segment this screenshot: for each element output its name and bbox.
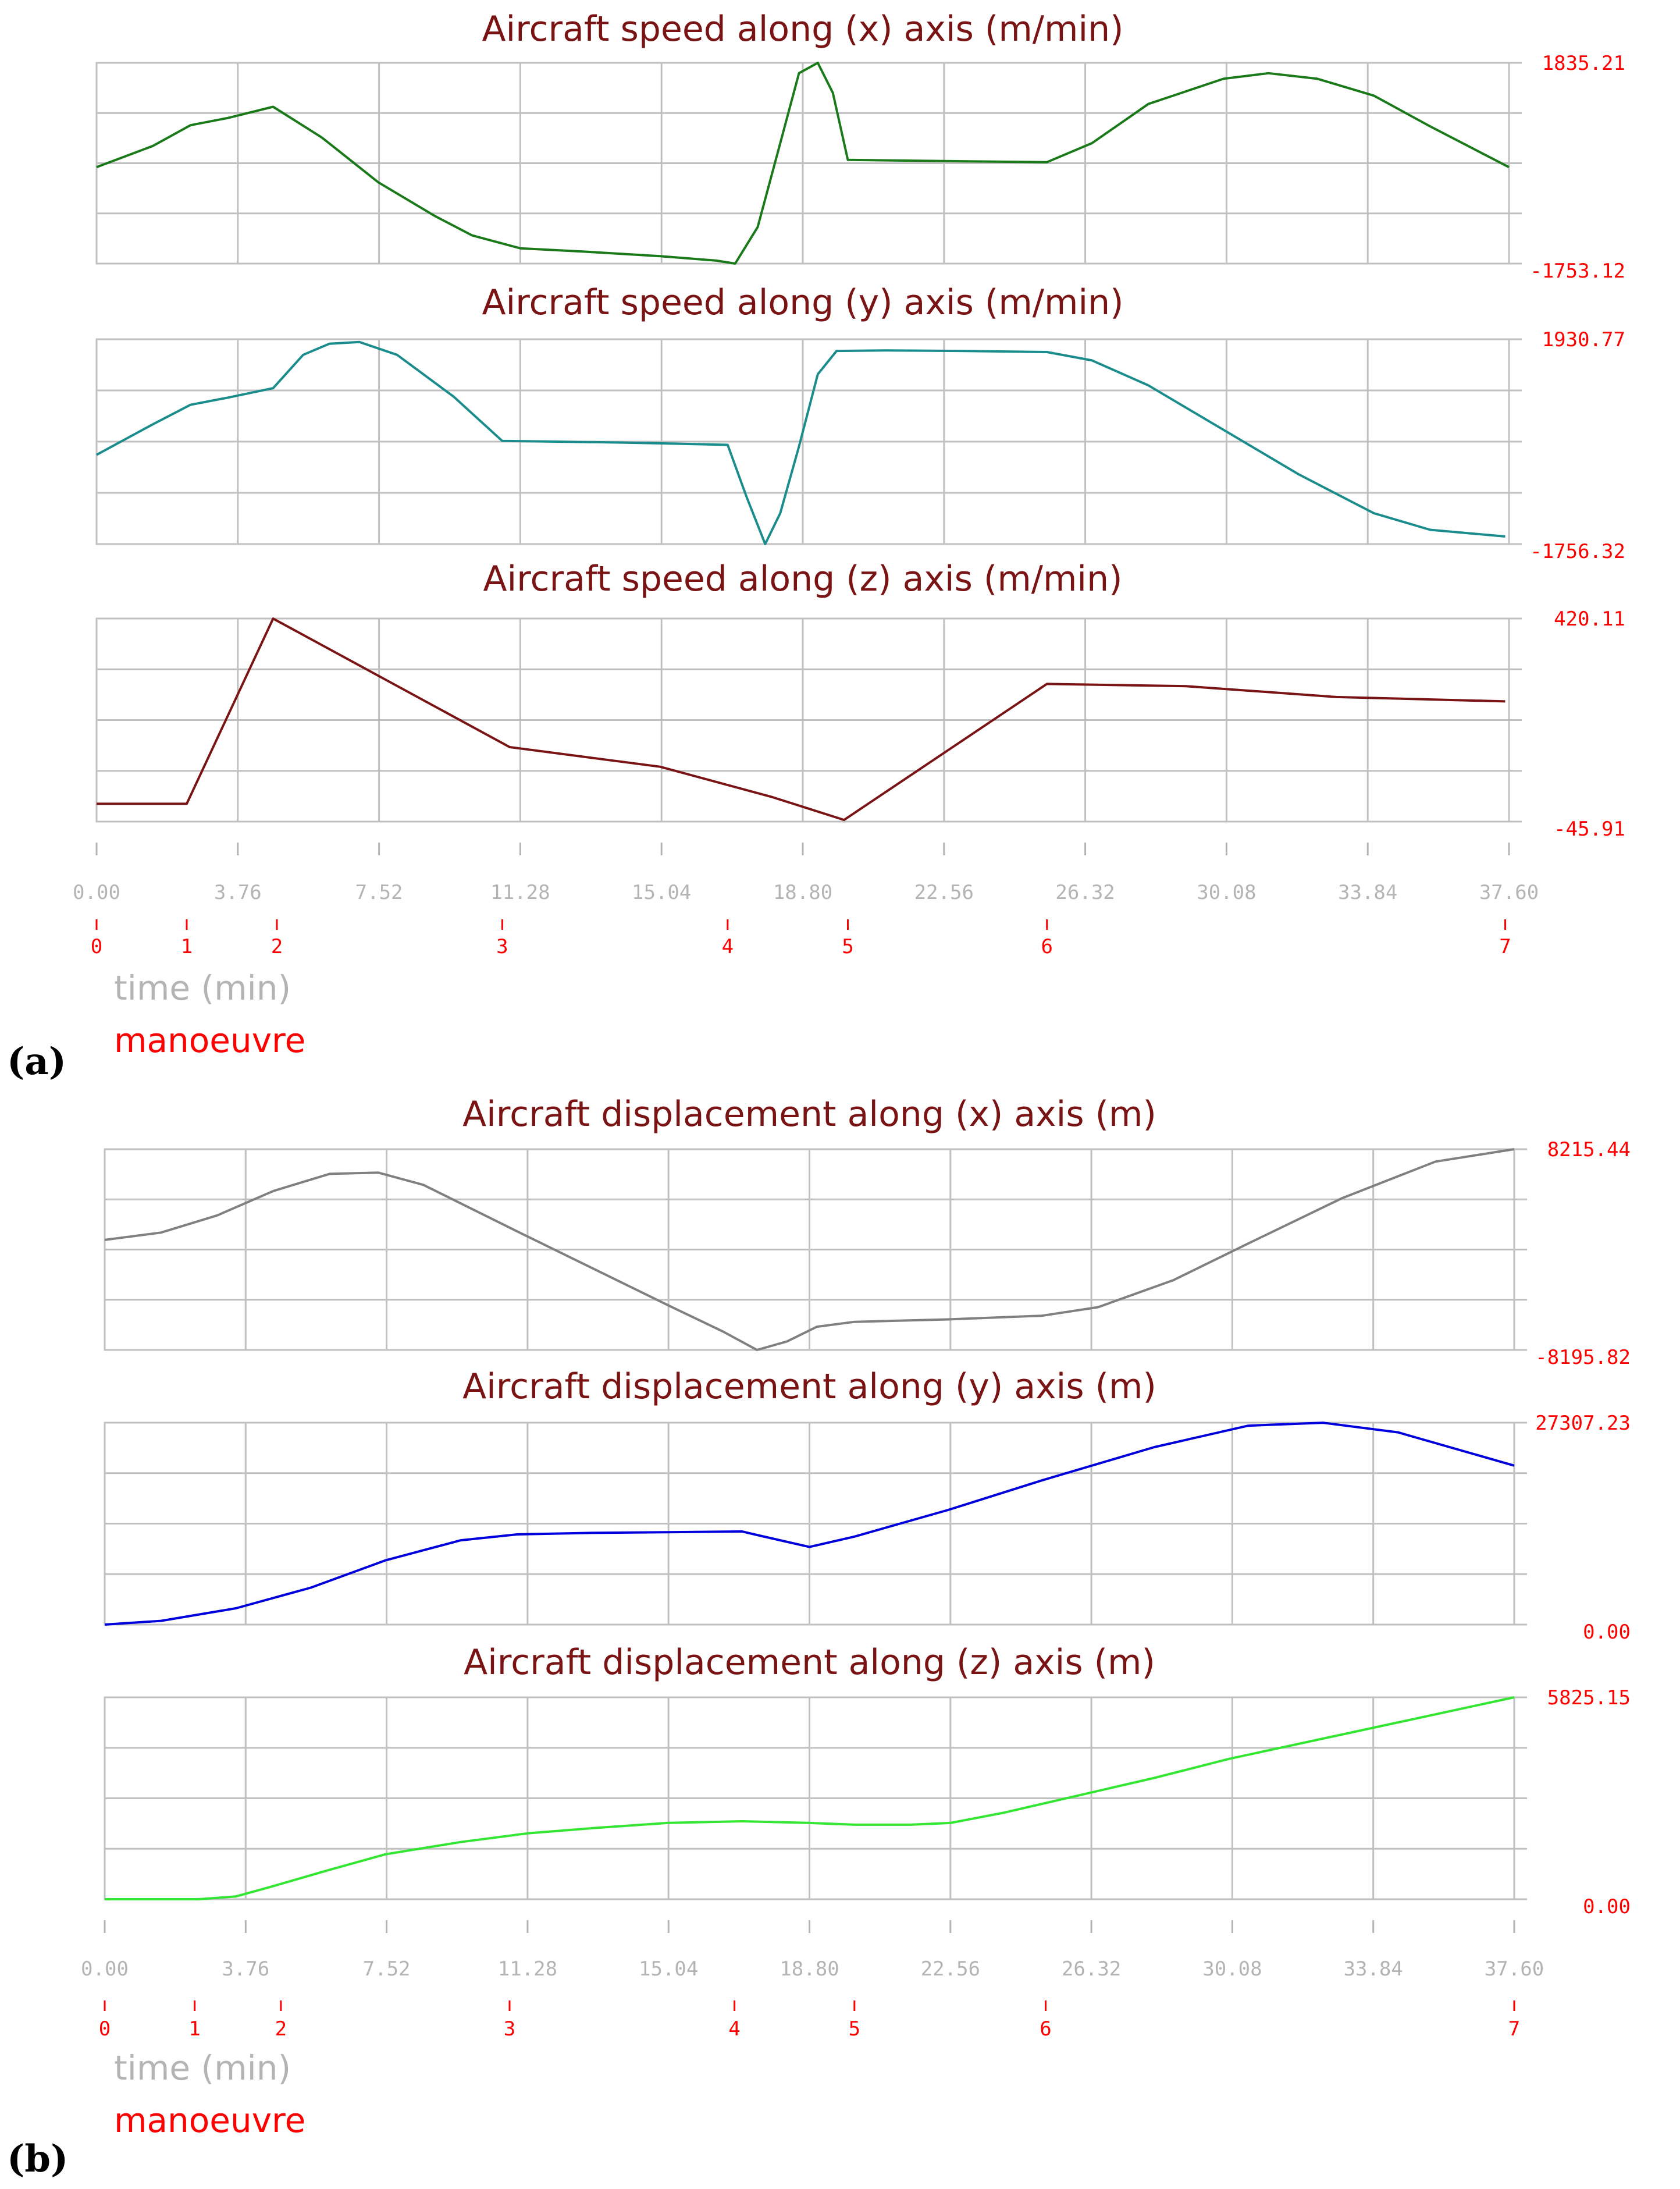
x-tick-label: 3.76 — [222, 1957, 269, 1981]
y-max-label: 1835.21 — [1542, 52, 1625, 75]
series-line — [104, 1148, 1515, 1351]
series-line — [104, 1422, 1515, 1626]
manoeuvre-axis-label-b: manoeuvre — [114, 2101, 305, 2140]
x-tick-label: 37.60 — [1485, 1957, 1544, 1981]
chart-title: Aircraft speed along (z) axis (m/min) — [483, 559, 1122, 599]
manoeuvre-label: 5 — [842, 935, 853, 958]
y-max-label: 1930.77 — [1542, 328, 1625, 351]
y-min-label: -45.91 — [1554, 818, 1625, 841]
y-min-label: -1753.12 — [1530, 260, 1625, 283]
manoeuvre-label: 1 — [181, 935, 193, 958]
x-tick-label: 0.00 — [73, 881, 120, 904]
manoeuvre-label: 2 — [275, 2017, 287, 2041]
time-axis-b: 0.00 3.76 7.52 11.28 15.04 18.80 22.56 26.32 30.… — [81, 1920, 1544, 2041]
manoeuvre-label: 3 — [504, 2017, 515, 2041]
manoeuvre-label: 6 — [1040, 2017, 1051, 2041]
x-tick-label: 22.56 — [921, 1957, 980, 1981]
x-tick-label: 18.80 — [773, 881, 832, 904]
x-tick-label: 0.00 — [81, 1957, 129, 1981]
panel-label-a: (a) — [7, 1040, 66, 1083]
manoeuvre-label: 6 — [1041, 935, 1052, 958]
series-line — [96, 62, 1510, 265]
manoeuvre-label: 3 — [496, 935, 508, 958]
manoeuvre-label: 4 — [722, 935, 734, 958]
y-min-label: 0.00 — [1583, 1621, 1631, 1644]
x-tick-label: 7.52 — [363, 1957, 411, 1981]
manoeuvre-axis-label-a: manoeuvre — [114, 1021, 305, 1060]
manoeuvre-label: 7 — [1508, 2017, 1520, 2041]
x-tick-label: 33.84 — [1338, 881, 1397, 904]
y-min-label: -8195.82 — [1535, 1346, 1631, 1369]
x-tick-label: 18.80 — [780, 1957, 839, 1981]
chart-title: Aircraft speed along (x) axis (m/min) — [482, 9, 1123, 49]
chart-title: Aircraft displacement along (z) axis (m) — [464, 1642, 1155, 1683]
chart-1: Aircraft speed along (x) axis (m/min) 183… — [95, 9, 1625, 283]
y-max-label: 27307.23 — [1535, 1412, 1631, 1435]
manoeuvre-label: 0 — [91, 935, 102, 958]
series-line — [105, 1696, 1515, 1900]
manoeuvre-label: 1 — [188, 2017, 200, 2041]
time-axis-label-b: time (min) — [114, 2048, 291, 2088]
x-tick-label: 26.32 — [1055, 881, 1115, 904]
x-tick-label: 33.84 — [1344, 1957, 1403, 1981]
y-min-label: 0.00 — [1583, 1895, 1631, 1918]
y-max-label: 5825.15 — [1547, 1686, 1631, 1710]
x-tick-label: 26.32 — [1062, 1957, 1121, 1981]
y-min-label: -1756.32 — [1530, 540, 1625, 563]
chart-2: Aircraft speed along (y) axis (m/min) 193… — [95, 282, 1625, 563]
x-tick-label: 15.04 — [632, 881, 691, 904]
x-tick-label: 30.08 — [1202, 1957, 1262, 1981]
manoeuvre-label: 0 — [99, 2017, 111, 2041]
x-tick-label: 30.08 — [1197, 881, 1256, 904]
plots-layer: Aircraft speed along (x) axis (m/min) 183… — [95, 9, 1631, 1918]
chart-6: Aircraft displacement along (z) axis (m)… — [104, 1642, 1631, 1918]
x-tick-label: 22.56 — [914, 881, 974, 904]
series-line — [96, 340, 1505, 545]
series-line — [97, 617, 1505, 822]
manoeuvre-label: 2 — [271, 935, 283, 958]
x-tick-label: 15.04 — [639, 1957, 698, 1981]
chart-3: Aircraft speed along (z) axis (m/min) 420… — [95, 559, 1625, 841]
chart-title: Aircraft speed along (y) axis (m/min) — [482, 282, 1123, 323]
panel-label-b: (b) — [7, 2137, 68, 2181]
x-tick-label: 7.52 — [355, 881, 403, 904]
chart-4: Aircraft displacement along (x) axis (m)… — [104, 1094, 1631, 1369]
x-tick-label: 11.28 — [490, 881, 550, 904]
chart-5: Aircraft displacement along (y) axis (m)… — [104, 1366, 1631, 1644]
x-tick-label: 11.28 — [498, 1957, 557, 1981]
x-tick-label: 3.76 — [214, 881, 262, 904]
time-axis-label-a: time (min) — [114, 968, 291, 1008]
manoeuvre-label: 7 — [1499, 935, 1511, 958]
chart-title: Aircraft displacement along (x) axis (m) — [462, 1094, 1156, 1135]
y-max-label: 420.11 — [1554, 607, 1625, 631]
time-axis-a: 0.00 3.76 7.52 11.28 15.04 18.80 22.56 26.32 30.… — [73, 843, 1539, 958]
chart-title: Aircraft displacement along (y) axis (m) — [462, 1366, 1156, 1407]
manoeuvre-label: 4 — [728, 2017, 740, 2041]
manoeuvre-label: 5 — [849, 2017, 860, 2041]
x-tick-label: 37.60 — [1479, 881, 1539, 904]
y-max-label: 8215.44 — [1547, 1138, 1631, 1161]
